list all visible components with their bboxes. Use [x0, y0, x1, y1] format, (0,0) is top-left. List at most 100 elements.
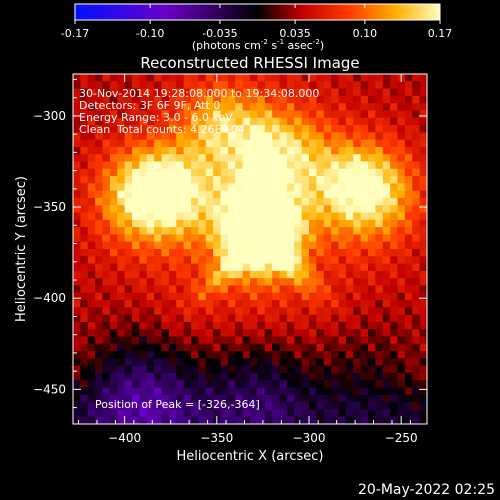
heatmap-cell [168, 117, 177, 126]
heatmap-cell [412, 278, 421, 287]
heatmap-cell [220, 249, 229, 257]
heatmap-cell [264, 241, 273, 250]
heatmap-cell [154, 161, 163, 170]
heatmap-cell [257, 176, 266, 184]
heatmap-cell [272, 103, 281, 112]
heatmap-cell [161, 74, 170, 82]
heatmap-cell [412, 394, 421, 403]
heatmap-cell [95, 154, 104, 163]
heatmap-cell [390, 300, 399, 308]
heatmap-cell [146, 329, 155, 338]
heatmap-cell [286, 227, 295, 236]
heatmap-cell [264, 234, 273, 243]
heatmap-cell [279, 205, 288, 214]
heatmap-cell [183, 278, 192, 287]
heatmap-cell [124, 103, 133, 112]
heatmap-cell [257, 95, 266, 104]
heatmap-cell [257, 190, 266, 199]
heatmap-cell [353, 205, 362, 214]
heatmap-cell [154, 336, 163, 345]
heatmap-cell [213, 161, 222, 170]
heatmap-cell [80, 234, 89, 243]
heatmap-cell [168, 387, 177, 396]
heatmap-cell [102, 321, 111, 330]
heatmap-cell [286, 409, 295, 418]
heatmap-cell [198, 372, 207, 381]
heatmap-cell [272, 365, 281, 374]
heatmap-cell [73, 176, 81, 184]
footer-timestamp: 20-May-2022 02:25 [358, 482, 495, 498]
heatmap-cell [183, 110, 192, 119]
heatmap-cell [95, 117, 104, 126]
heatmap-cell [205, 307, 214, 316]
heatmap-cell [397, 292, 406, 301]
heatmap-cell [176, 74, 185, 82]
heatmap-cell [338, 336, 347, 345]
heatmap-cell [286, 212, 295, 221]
heatmap-cell [191, 270, 199, 279]
heatmap-cell [338, 416, 347, 424]
heatmap-cell [146, 103, 155, 112]
heatmap-cell [161, 358, 170, 367]
heatmap-cell [294, 146, 303, 155]
heatmap-cell [353, 263, 362, 272]
heatmap-cell [242, 387, 251, 396]
heatmap-cell [95, 103, 104, 112]
heatmap-cell [73, 402, 81, 411]
heatmap-cell [338, 365, 347, 374]
heatmap-cell [301, 219, 310, 228]
heatmap-cell [412, 409, 421, 418]
heatmap-cell [338, 139, 347, 148]
heatmap-cell [117, 307, 126, 316]
heatmap-cell [368, 146, 376, 155]
heatmap-cell [279, 256, 288, 265]
heatmap-cell [419, 117, 427, 126]
heatmap-cell [242, 416, 251, 424]
heatmap-cell [183, 409, 192, 418]
heatmap-cell [124, 81, 133, 90]
heatmap-cell [264, 358, 273, 367]
heatmap-cell [390, 190, 399, 199]
heatmap-cell [168, 176, 177, 184]
heatmap-cell [109, 154, 118, 163]
heatmap-cell [390, 351, 399, 359]
heatmap-cell [117, 88, 126, 97]
heatmap-cell [176, 132, 185, 141]
heatmap-cell [117, 212, 126, 221]
heatmap-cell [345, 249, 354, 257]
heatmap-cell [176, 110, 185, 119]
heatmap-cell [117, 161, 126, 170]
heatmap-cell [309, 343, 317, 352]
heatmap-cell [419, 154, 427, 163]
heatmap-cell [286, 256, 295, 265]
heatmap-cell [242, 205, 251, 214]
heatmap-cell [375, 300, 384, 308]
heatmap-cell [154, 394, 163, 403]
heatmap-cell [124, 278, 133, 287]
heatmap-cell [109, 183, 118, 192]
heatmap-cell [109, 205, 118, 214]
heatmap-cell [353, 380, 362, 389]
heatmap-cell [353, 146, 362, 155]
heatmap-cell [286, 132, 295, 141]
heatmap-cell [235, 394, 244, 403]
heatmap-cell [176, 365, 185, 374]
heatmap-cell [176, 416, 185, 424]
heatmap-cell [323, 212, 332, 221]
heatmap-cell [95, 372, 104, 381]
heatmap-cell [161, 285, 170, 294]
heatmap-cell [109, 125, 118, 133]
heatmap-cell [124, 263, 133, 272]
heatmap-cell [102, 409, 111, 418]
heatmap-cell [198, 336, 207, 345]
heatmap-cell [404, 351, 413, 359]
heatmap-cell [227, 117, 236, 126]
heatmap-cell [154, 197, 163, 206]
heatmap-cell [146, 139, 155, 148]
heatmap-cell [227, 321, 236, 330]
heatmap-cell [176, 190, 185, 199]
heatmap-cell [205, 132, 214, 141]
heatmap-cell [301, 125, 310, 133]
heatmap-cell [183, 139, 192, 148]
